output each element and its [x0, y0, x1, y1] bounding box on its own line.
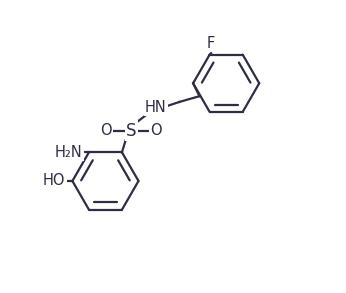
Text: HO: HO — [43, 173, 65, 188]
Text: HN: HN — [145, 100, 167, 115]
Text: O: O — [100, 123, 112, 138]
Text: F: F — [207, 36, 215, 51]
Text: O: O — [151, 123, 162, 138]
Text: H₂N: H₂N — [55, 145, 83, 160]
Text: S: S — [126, 122, 137, 140]
